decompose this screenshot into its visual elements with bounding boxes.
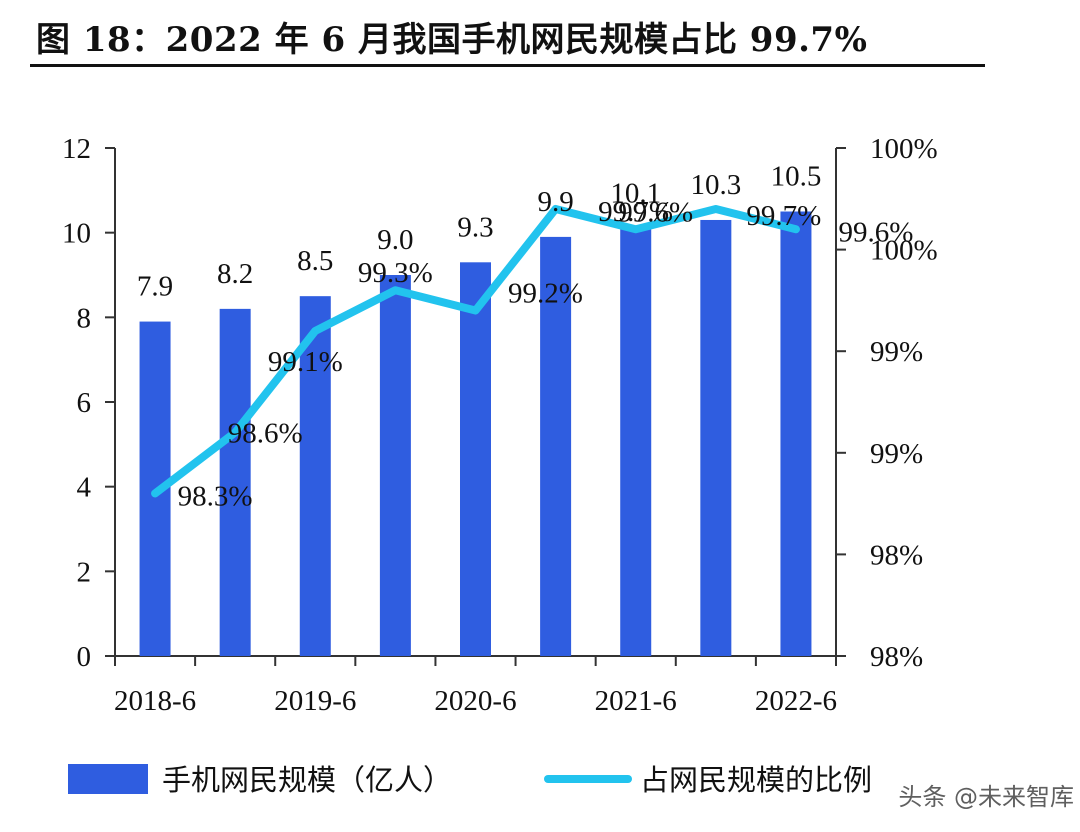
x-tick-label: 2022-6 bbox=[755, 685, 837, 717]
line-value-label: 99.7% bbox=[746, 200, 821, 232]
bar-value-label: 10.1 bbox=[610, 177, 661, 209]
x-tick-label: 2021-6 bbox=[595, 685, 677, 717]
title-rule bbox=[30, 64, 985, 67]
y-left-tick-label: 6 bbox=[77, 387, 92, 419]
bar-value-label: 9.0 bbox=[377, 224, 413, 256]
bar bbox=[540, 236, 572, 656]
line-value-label: 98.6% bbox=[228, 417, 303, 449]
y-right-tick-label: 98% bbox=[870, 539, 923, 571]
line-point bbox=[634, 228, 637, 231]
line-value-label: 99.6% bbox=[618, 196, 693, 228]
y-right-tick-label: 99% bbox=[870, 336, 923, 368]
bar-value-label: 9.3 bbox=[457, 211, 493, 243]
line-point bbox=[714, 207, 717, 210]
bar-value-label: 8.5 bbox=[297, 245, 333, 277]
legend-label-bars: 手机网民规模（亿人） bbox=[162, 763, 452, 797]
y-left-tick-label: 8 bbox=[77, 302, 92, 334]
bar-value-label: 8.2 bbox=[217, 258, 253, 290]
line-value-label: 98.3% bbox=[178, 480, 253, 512]
data-labels: 7.9 8.2 8.5 9.0 9.3 9.9 10.1 10.3 10.5 98.3% 98.6%… bbox=[137, 161, 913, 513]
bar bbox=[299, 296, 331, 656]
legend-label-line: 占网民规模的比例 bbox=[640, 763, 872, 797]
bar bbox=[780, 211, 812, 656]
bar-value-label: 7.9 bbox=[137, 271, 173, 303]
y-right-tick-label: 100% bbox=[870, 133, 938, 165]
y-left-tick-label: 10 bbox=[62, 218, 91, 250]
y-left-tick-label: 2 bbox=[77, 556, 92, 588]
line-point bbox=[234, 431, 237, 434]
y-right-tick-label: 100% bbox=[870, 235, 938, 267]
chart-title: 图 18：2022 年 6 月我国手机网民规模占比 99.7% bbox=[36, 20, 868, 60]
line-value-label: 99.1% bbox=[268, 346, 343, 378]
x-tick-label: 2019-6 bbox=[274, 685, 356, 717]
line-point bbox=[794, 228, 797, 231]
legend: 手机网民规模（亿人） 占网民规模的比例 bbox=[68, 763, 872, 797]
legend-swatch-bars bbox=[68, 764, 148, 794]
line-value-label: 99.6% bbox=[838, 216, 913, 248]
y-right-tick-label: 98% bbox=[870, 641, 923, 673]
x-tick-label: 2018-6 bbox=[114, 685, 196, 717]
bar-value-label: 10.3 bbox=[690, 169, 741, 201]
bar bbox=[700, 219, 732, 656]
y-right-tick-label: 99% bbox=[870, 438, 923, 470]
line-point bbox=[474, 309, 477, 312]
line-value-label: 99.2% bbox=[508, 278, 583, 310]
bar bbox=[620, 228, 652, 656]
y-left-tick-label: 4 bbox=[77, 472, 92, 504]
bar-value-label: 10.5 bbox=[771, 161, 822, 193]
y-left-tick-label: 0 bbox=[77, 641, 92, 673]
line-point bbox=[154, 492, 157, 495]
y-left-tick-label: 12 bbox=[62, 133, 91, 165]
watermark: 头条 @未来智库 bbox=[898, 783, 1074, 811]
bar bbox=[379, 275, 411, 656]
bar bbox=[219, 308, 251, 656]
x-tick-label: 2020-6 bbox=[434, 685, 516, 717]
bar-series bbox=[139, 211, 812, 656]
line-series bbox=[151, 204, 800, 498]
line-value-label: 99.7% bbox=[598, 196, 673, 228]
axes: 0 2 4 6 8 10 12 98% 98% 99% 99% 100% 100% 2018-6 2019-… bbox=[62, 133, 938, 717]
line-point bbox=[314, 329, 317, 332]
line-point bbox=[554, 207, 557, 210]
bar bbox=[460, 262, 491, 656]
line-value-label: 99.3% bbox=[358, 257, 433, 289]
bar-value-label: 9.9 bbox=[537, 186, 573, 218]
line-point bbox=[394, 289, 397, 292]
